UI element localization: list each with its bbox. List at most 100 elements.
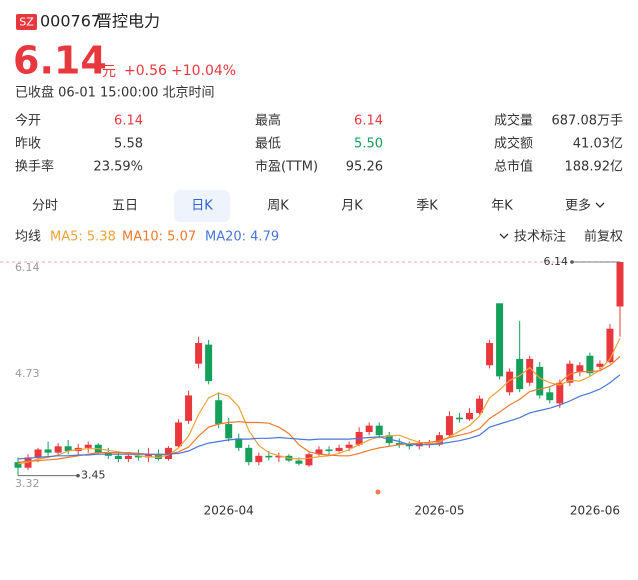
y-tick-label: 4.73 xyxy=(15,367,40,380)
tab[interactable]: 五日 xyxy=(112,199,138,214)
stat-label: 今开 xyxy=(15,113,41,129)
stat-value: 23.59% xyxy=(93,160,143,175)
candle-body xyxy=(435,435,443,445)
tab[interactable]: 更多 xyxy=(565,198,591,214)
stat-label: 总市值 xyxy=(494,159,533,175)
candle-body xyxy=(576,365,584,372)
tool-chevron xyxy=(499,233,509,239)
candle-body xyxy=(405,444,413,447)
indicator-label: 均线 xyxy=(15,230,41,245)
stat-value: 687.08万手 xyxy=(552,114,624,129)
page-dot xyxy=(375,489,381,495)
market-badge xyxy=(16,14,37,30)
stat-value: 6.14 xyxy=(114,114,143,129)
candle-body xyxy=(215,400,223,425)
change-pct: +10.04% xyxy=(171,63,236,79)
stat-value: 5.50 xyxy=(354,137,383,152)
tab[interactable]: 周K xyxy=(267,199,289,214)
stat-label: 成交量 xyxy=(494,113,533,129)
candle-body xyxy=(134,455,142,458)
candle-body xyxy=(556,382,564,404)
max-label: 6.14 xyxy=(544,255,569,268)
candle-body xyxy=(496,303,504,377)
price-unit: 元 xyxy=(102,64,116,80)
tool-mark[interactable]: 技术标注 xyxy=(514,230,566,245)
candle-body xyxy=(44,449,52,453)
tab[interactable]: 分时 xyxy=(32,199,58,214)
candle-body xyxy=(255,455,263,463)
tab[interactable]: 月K xyxy=(341,199,363,214)
candle-body xyxy=(606,328,614,363)
candle-body xyxy=(14,462,22,468)
ma-line xyxy=(17,374,621,460)
candle-body xyxy=(445,416,453,436)
stat-label: 最高 xyxy=(255,113,281,129)
candle-body xyxy=(375,425,383,436)
candle-body xyxy=(305,454,313,466)
chart: 6.14 4.73 3.32 2026-04 2026-05 2026-06 6.14 3.4… xyxy=(0,255,624,518)
candle-body xyxy=(245,447,253,463)
legend-entry: MA10: 5.07 xyxy=(122,230,196,245)
candle-body xyxy=(54,446,62,453)
candle-body xyxy=(124,455,132,459)
candle-body xyxy=(275,455,283,458)
y-tick-label: 6.14 xyxy=(15,261,40,274)
tabs: 分时 五日 日K 周K 月K 季K 年K 更多 xyxy=(32,198,591,214)
candle-body xyxy=(34,449,42,458)
stat-label: 市盈(TTM) xyxy=(255,159,318,175)
tool-adjust[interactable]: 前复权 xyxy=(584,229,623,245)
legend-entry: MA20: 4.79 xyxy=(205,230,279,245)
candle-body xyxy=(64,446,72,452)
stat-value: 41.03亿 xyxy=(573,137,623,152)
min-label: 3.45 xyxy=(81,469,106,482)
candle-body xyxy=(185,395,193,421)
stat-label: 昨收 xyxy=(15,137,41,152)
legend-entry: MA5: 5.38 xyxy=(50,230,116,245)
candle-body xyxy=(195,343,203,364)
tab[interactable]: 日K xyxy=(191,199,213,214)
candle-body xyxy=(506,371,514,393)
candle-body xyxy=(476,398,484,413)
x-tick-label: 2026-05 xyxy=(414,504,464,518)
stat-value: 188.92亿 xyxy=(565,160,624,175)
stat-label: 换手率 xyxy=(15,159,54,175)
stat-value: 6.14 xyxy=(354,114,383,129)
candle-body xyxy=(114,455,122,459)
candle-body xyxy=(526,358,534,383)
candle-body xyxy=(536,366,544,396)
candle-body xyxy=(335,447,343,452)
status: 已收盘 06-01 15:00:00 北京时间 xyxy=(15,85,215,101)
candle-body xyxy=(586,355,594,374)
stat-label: 成交额 xyxy=(494,136,533,152)
candle-body xyxy=(466,412,473,420)
tab[interactable]: 季K xyxy=(416,199,438,214)
market-text: SZ xyxy=(19,16,34,29)
x-tick-label: 2026-06 xyxy=(570,504,620,518)
ma-legend: MA5: 5.38 MA10: 5.07 MA20: 4.79 xyxy=(50,230,279,245)
min-dot xyxy=(76,473,80,478)
candle-body xyxy=(315,449,323,455)
candle-body xyxy=(165,447,172,459)
stock-code: 000767 xyxy=(40,12,101,31)
tab[interactable]: 年K xyxy=(491,199,513,214)
candle-body xyxy=(225,424,233,439)
candle-body xyxy=(144,454,152,458)
candle-body xyxy=(395,443,403,445)
stat-value: 95.26 xyxy=(346,160,383,175)
candle-body xyxy=(616,262,624,307)
more-chevron xyxy=(595,202,605,208)
stock-name: 晋控电力 xyxy=(96,12,160,31)
change: +0.56 xyxy=(124,63,167,79)
max-dot xyxy=(570,260,574,264)
candle-body xyxy=(516,358,524,390)
candle-body xyxy=(566,363,574,383)
candle-body xyxy=(596,363,604,367)
candle-body xyxy=(235,438,243,448)
candle-body xyxy=(154,454,162,459)
candle-body xyxy=(295,460,303,464)
y-tick-label: 3.32 xyxy=(15,477,40,490)
candle-body xyxy=(325,449,333,452)
